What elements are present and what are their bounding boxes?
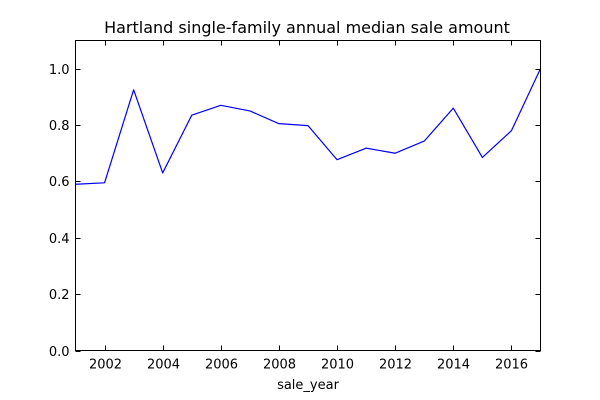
x-tick-label: 2010 <box>321 358 354 373</box>
x-tick-label: 2002 <box>89 358 122 373</box>
x-tick-label: 2006 <box>205 358 238 373</box>
plot-area <box>75 68 542 185</box>
x-axis-label: sale_year <box>277 378 340 393</box>
series-line <box>75 68 542 185</box>
x-tick-label: 2016 <box>495 358 528 373</box>
y-tick-label: 1.0 <box>49 63 70 78</box>
y-tick-label: 0.2 <box>49 288 70 303</box>
chart-title: Hartland single-family annual median sal… <box>104 18 510 37</box>
y-tick-label: 0.0 <box>49 345 70 360</box>
axis-ticks: 2002 2004 2006 2008 2010 2012 2014 2016 0.0 0.2 0.… <box>49 40 541 373</box>
y-tick-label: 0.8 <box>49 119 70 134</box>
x-tick-label: 2014 <box>437 358 470 373</box>
x-tick-label: 2004 <box>147 358 180 373</box>
y-tick-label: 0.6 <box>49 175 70 190</box>
y-tick-label: 0.4 <box>49 232 70 247</box>
x-tick-label: 2008 <box>263 358 296 373</box>
x-tick-label: 2012 <box>379 358 412 373</box>
plot-frame <box>75 40 541 351</box>
